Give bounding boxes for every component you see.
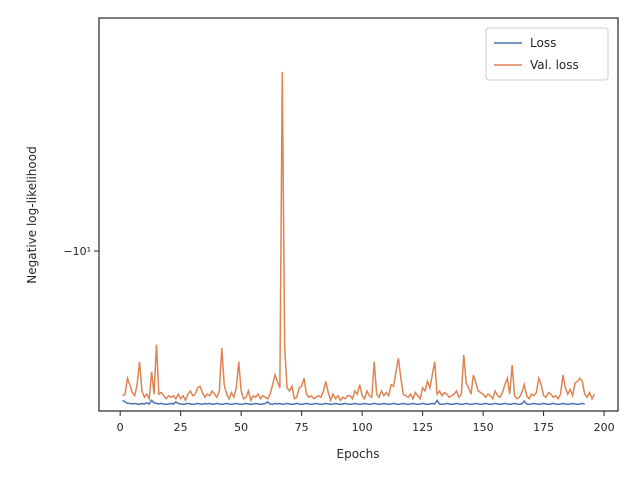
x-tick-label: 0 [117,421,124,434]
y-axis-label: Negative log-likelihood [25,146,39,283]
x-tick-label: 150 [473,421,494,434]
x-tick-label: 125 [412,421,433,434]
x-tick-label: 175 [533,421,554,434]
x-tick-label: 75 [295,421,309,434]
x-tick-label: 50 [234,421,248,434]
legend-label: Loss [530,36,556,50]
legend-box [485,27,609,81]
y-tick-label: −10¹ [63,245,91,258]
legend-label: Val. loss [530,58,579,72]
x-tick-label: 25 [174,421,188,434]
x-tick-label: 200 [594,421,615,434]
x-axis-label: Epochs [337,447,380,461]
x-tick-label: 100 [352,421,373,434]
line [122,71,596,403]
plot-frame [98,17,619,412]
line [122,398,585,406]
